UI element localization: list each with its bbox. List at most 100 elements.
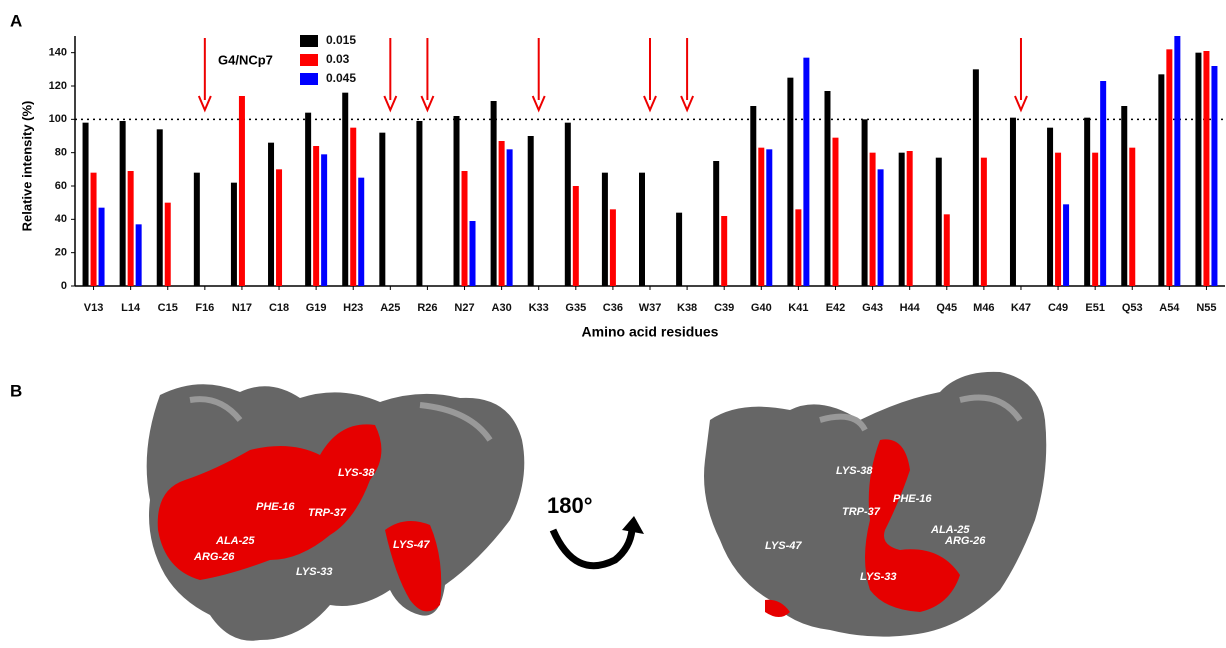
x-tick-label: G40 [751,302,772,314]
bar [1092,153,1098,286]
panel-label: B [10,381,22,400]
rotation-arrow [553,530,632,566]
bar [766,149,772,286]
x-tick-label: G35 [565,302,586,314]
y-tick-label: 100 [49,113,67,125]
y-tick-label: 80 [55,147,67,159]
bar [507,149,513,286]
bar [321,154,327,286]
x-tick-label: N27 [454,302,474,314]
y-tick-label: 60 [55,180,67,192]
protein-right [704,372,1046,637]
bar [1100,81,1106,286]
x-tick-label: N55 [1196,302,1216,314]
bar [83,123,89,286]
legend-swatch [300,35,318,47]
x-tick-label: Q45 [936,302,957,314]
bar [136,224,142,286]
rotation-arrowhead [622,516,644,534]
bar [462,171,468,286]
x-tick-label: C39 [714,302,734,314]
bar [528,136,534,286]
bar [91,173,97,286]
legend-title: G4/NCp7 [218,52,273,67]
bar [454,116,460,286]
bar [313,146,319,286]
bar [1010,118,1016,286]
x-tick-label: Q53 [1122,302,1143,314]
legend-label: 0.015 [326,33,356,47]
y-axis-title: Relative intensity (%) [19,101,34,232]
bar [573,186,579,286]
x-tick-label: A54 [1159,302,1180,314]
bar [758,148,764,286]
bar [358,178,364,286]
bar [1158,74,1164,286]
bar [639,173,645,286]
bar [128,171,134,286]
x-tick-label: H23 [343,302,363,314]
bar [610,209,616,286]
bar [1047,128,1053,286]
bar [1203,51,1209,286]
bar [832,138,838,286]
x-tick-label: C36 [603,302,623,314]
legend-label: 0.045 [326,71,356,85]
x-tick-label: M46 [973,302,994,314]
bar [231,183,237,286]
x-tick-label: F16 [195,302,214,314]
x-tick-label: K41 [788,302,808,314]
x-tick-label: G43 [862,302,883,314]
bar [1174,36,1180,286]
bar [1121,106,1127,286]
x-tick-label: C18 [269,302,289,314]
bar [499,141,505,286]
residue-label: TRP-37 [308,507,347,519]
bar [803,58,809,286]
bar [276,169,282,286]
bar [713,161,719,286]
x-tick-label: H44 [900,302,921,314]
y-tick-label: 20 [55,247,67,259]
legend-label: 0.03 [326,52,350,66]
bar [416,121,422,286]
bar [305,113,311,286]
bar [342,93,348,286]
y-tick-label: 120 [49,80,67,92]
residue-label: LYS-38 [836,465,873,477]
bar [239,96,245,286]
x-tick-label: E51 [1085,302,1105,314]
bar [750,106,756,286]
bar [907,151,913,286]
bar [1129,148,1135,286]
legend-swatch [300,54,318,66]
figure: A B Relative intensity (%) Amino acid re… [0,0,1226,648]
panel-label: A [10,11,22,30]
x-tick-label: K47 [1011,302,1031,314]
rotation-label: 180° [547,493,593,518]
bar [973,69,979,286]
bar [99,208,105,286]
bar [157,129,163,286]
x-tick-label: C15 [158,302,178,314]
bar [1166,49,1172,286]
x-tick-label: L14 [121,302,141,314]
bar [824,91,830,286]
x-tick-label: K38 [677,302,697,314]
bar [870,153,876,286]
bar [268,143,274,286]
bar [721,216,727,286]
bar [787,78,793,286]
bar [862,119,868,286]
bar [899,153,905,286]
bar [981,158,987,286]
x-tick-label: N17 [232,302,252,314]
x-tick-label: C49 [1048,302,1068,314]
x-tick-label: A30 [492,302,512,314]
bar [120,121,126,286]
x-tick-label: A25 [380,302,400,314]
bar [1063,204,1069,286]
x-axis-title: Amino acid residues [582,324,719,340]
bar [194,173,200,286]
residue-label: TRP-37 [842,506,881,518]
